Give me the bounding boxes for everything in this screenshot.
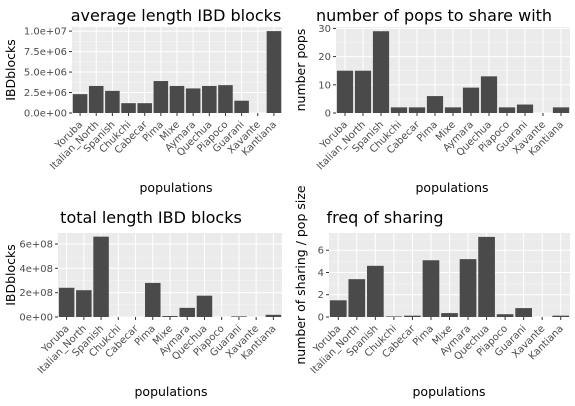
- bar-Kantiana: [552, 315, 570, 317]
- bar-Spanish: [367, 265, 384, 317]
- y-axis-title: IBDblocks: [3, 39, 18, 101]
- x-tick-label: Pima: [415, 119, 440, 144]
- y-tick-label: 5.0e+06: [24, 68, 67, 79]
- y-axis-title: IBDblocks: [3, 244, 18, 306]
- bar-Quechua: [196, 295, 213, 317]
- x-axis-title: populations: [139, 180, 212, 195]
- y-tick-label: 6e+08: [19, 239, 53, 250]
- bar-Yoruba: [329, 300, 347, 317]
- y-tick-label: 4: [318, 268, 324, 279]
- chart-panel-1: 0.0e+002.5e+065.0e+067.5e+061.0e+07Yorub…: [3, 6, 282, 195]
- y-tick-label: 10: [318, 80, 331, 91]
- bar-Italian_North: [348, 279, 366, 317]
- bar-Kantiana: [266, 31, 282, 113]
- bar-Quechua: [202, 85, 217, 113]
- bar-Yoruba: [336, 70, 354, 113]
- bar-Italian_North: [76, 290, 92, 317]
- bar-Chukchi: [390, 107, 408, 113]
- bar-Italian_North: [354, 70, 372, 113]
- bar-Quechua: [478, 236, 495, 317]
- y-tick-label: 0: [325, 109, 331, 120]
- x-tick-label: Pima: [411, 323, 436, 348]
- y-tick-label: 20: [318, 52, 331, 63]
- bar-Piapoco: [498, 107, 516, 113]
- bar-Chukchi: [121, 103, 136, 113]
- bar-Pima: [426, 96, 444, 113]
- x-axis-title: populations: [134, 384, 207, 399]
- y-tick-label: 7.5e+06: [24, 47, 67, 58]
- y-tick-label: 0.0e+00: [24, 109, 67, 120]
- bar-Aymara: [459, 259, 477, 317]
- bar-Cabecar: [404, 315, 421, 317]
- bar-Aymara: [179, 307, 195, 317]
- bar-Guarani: [234, 100, 249, 113]
- chart-panel-2: 0102030YorubaItalian_NorthSpanishChukchi…: [293, 6, 570, 195]
- bar-Piapoco: [218, 85, 233, 113]
- bar-Mixe: [169, 85, 185, 113]
- bar-Kantiana: [552, 107, 570, 113]
- chart-title: number of pops to share with: [316, 6, 552, 25]
- bar-Quechua: [480, 76, 498, 113]
- y-axis-title: number pops: [293, 29, 308, 112]
- bar-Spanish: [372, 31, 390, 113]
- bar-Cabecar: [137, 103, 152, 113]
- bar-Aymara: [462, 87, 480, 113]
- bar-Mixe: [444, 107, 462, 113]
- bar-Pima: [422, 260, 440, 317]
- bar-Italian_North: [88, 85, 104, 113]
- bar-Aymara: [185, 88, 201, 113]
- bar-Guarani: [231, 316, 247, 317]
- y-tick-label: 4e+08: [19, 264, 53, 275]
- bar-Spanish: [105, 90, 120, 113]
- y-tick-label: 1.0e+07: [24, 27, 67, 38]
- y-tick-label: 2.5e+06: [24, 88, 67, 99]
- y-tick-label: 2e+08: [19, 288, 53, 299]
- bar-Kantiana: [265, 314, 282, 317]
- y-tick-label: 2: [318, 290, 324, 301]
- bar-Guarani: [515, 308, 532, 317]
- chart-title: average length IBD blocks: [71, 6, 282, 25]
- bar-Cabecar: [408, 107, 426, 113]
- chart-title: freq of sharing: [326, 208, 443, 227]
- x-axis-title: populations: [415, 180, 488, 195]
- y-tick-label: 0e+00: [19, 313, 53, 324]
- bar-Yoruba: [58, 287, 75, 317]
- bar-Pima: [145, 282, 161, 317]
- y-axis-title: number of sharing / pop size: [293, 185, 308, 365]
- bar-Pima: [153, 81, 169, 113]
- chart-panel-4: 0246YorubaItalian_NorthSpanishChukchiCab…: [293, 185, 570, 399]
- bar-Spanish: [93, 236, 109, 317]
- y-tick-label: 6: [318, 246, 324, 257]
- chart-title: total length IBD blocks: [60, 208, 242, 227]
- bar-Mixe: [162, 316, 178, 317]
- bar-Yoruba: [72, 94, 88, 113]
- y-tick-label: 30: [318, 24, 331, 35]
- bar-Guarani: [516, 104, 534, 113]
- chart-panel-3: 0e+002e+084e+086e+08YorubaItalian_NorthS…: [3, 208, 282, 399]
- bar-Mixe: [441, 313, 458, 317]
- y-tick-label: 0: [318, 313, 324, 324]
- bar-Chukchi: [385, 316, 403, 317]
- bar-Piapoco: [496, 314, 514, 317]
- x-axis-title: populations: [412, 384, 485, 399]
